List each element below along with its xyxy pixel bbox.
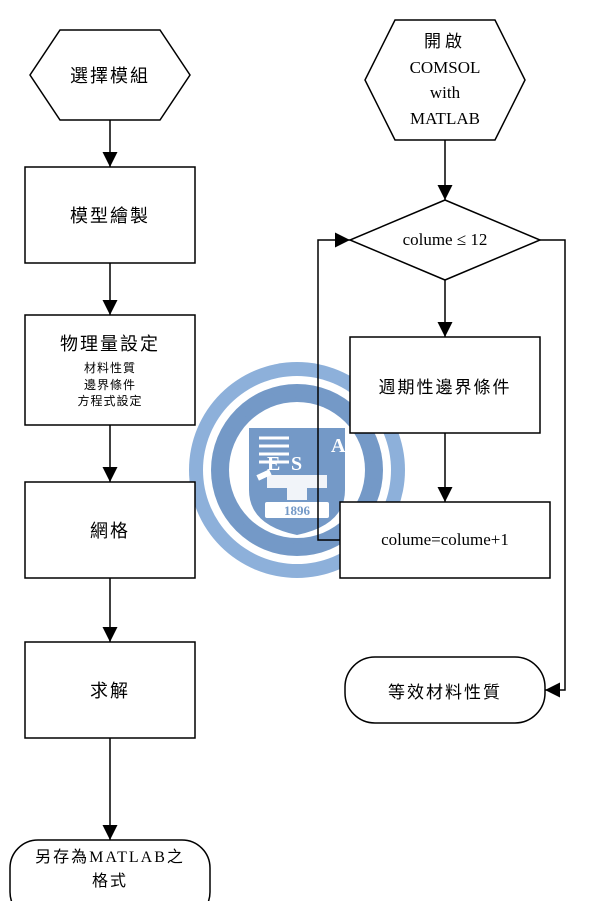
flowchart-svg (0, 0, 593, 901)
node-physical-settings (25, 315, 195, 425)
node-decision-colume (350, 200, 540, 280)
node-model-draw (25, 167, 195, 263)
node-periodic-bc (350, 337, 540, 433)
node-save-matlab (10, 840, 210, 901)
node-effective-material (345, 657, 545, 723)
node-open-comsol (365, 20, 525, 140)
node-select-module (30, 30, 190, 120)
node-mesh (25, 482, 195, 578)
node-solve (25, 642, 195, 738)
node-increment (340, 502, 550, 578)
